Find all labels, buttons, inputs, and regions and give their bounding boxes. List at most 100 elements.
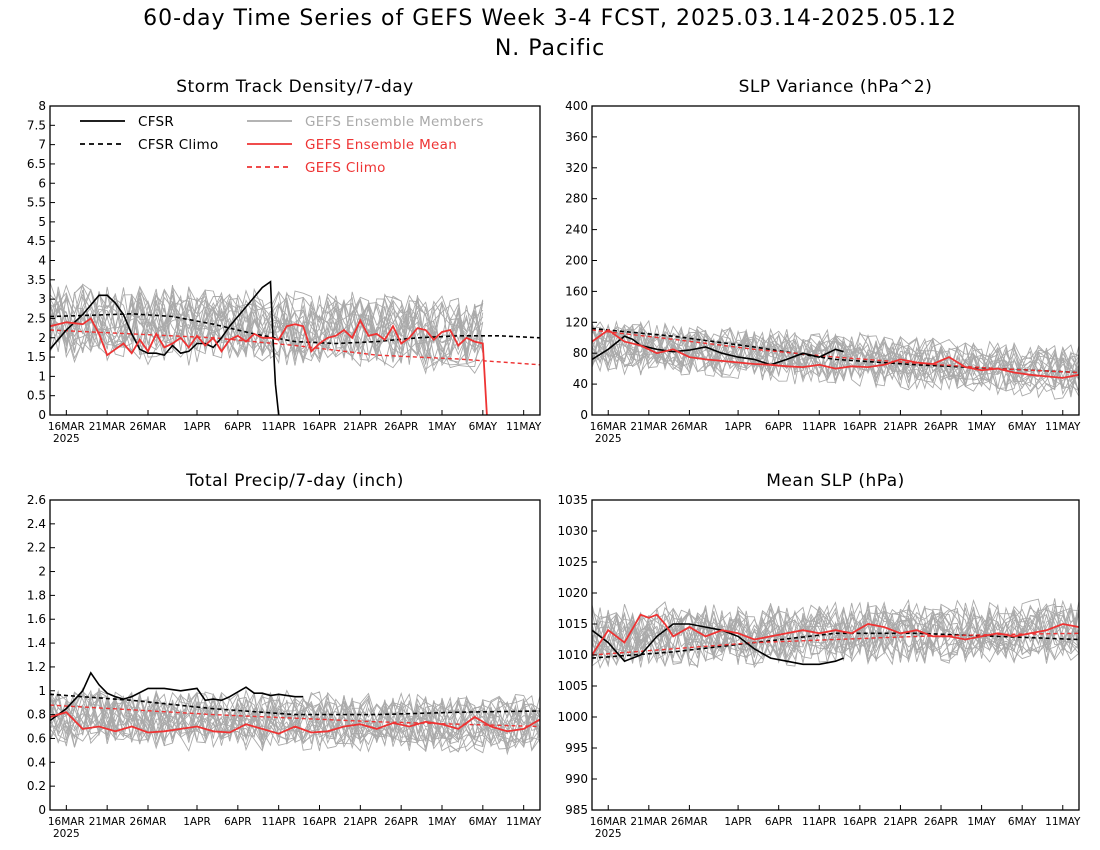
x-tick-label: 11APR [262, 421, 296, 433]
y-tick-label: 4.5 [27, 234, 46, 248]
y-tick-label: 280 [565, 192, 588, 206]
x-tick-label: 16APR [843, 421, 877, 433]
x-year-label: 2025 [53, 433, 80, 445]
ensemble-member-line [50, 288, 484, 361]
y-tick-label: 1.8 [27, 588, 46, 602]
ensemble-member-line [50, 698, 540, 756]
y-tick-label: 1035 [557, 493, 588, 507]
ensemble-member-line [50, 691, 540, 748]
ensemble-member-line [592, 328, 1079, 396]
x-tick-label: 11MAY [506, 421, 542, 433]
legend-members-label: GEFS Ensemble Members [305, 114, 484, 130]
legend: CFSR CFSR Climo GEFS Ensemble Members GEFS … [80, 114, 484, 176]
y-tick-label: 1.4 [27, 636, 46, 650]
x-tick-label: 1APR [724, 816, 752, 828]
series-line-gefs-ensemble-mean [50, 711, 540, 735]
x-year-label: 2025 [595, 828, 622, 840]
y-tick-label: 0.2 [27, 779, 46, 793]
y-tick-label: 2.5 [27, 311, 46, 325]
x-tick-label: 16MAR [590, 816, 627, 828]
chart-panel-3: Total Precip/7-day (inch)00.20.40.60.811… [27, 471, 542, 840]
y-tick-label: 160 [565, 284, 588, 298]
y-tick-label: 320 [565, 161, 588, 175]
y-tick-label: 990 [565, 772, 588, 786]
y-tick-label: 7.5 [27, 118, 46, 132]
ensemble-member-line [592, 330, 1079, 400]
x-tick-label: 16APR [302, 816, 336, 828]
ensemble-member-line [50, 285, 484, 365]
x-tick-label: 21MAR [630, 421, 667, 433]
ensemble-member-line [50, 691, 540, 748]
x-tick-label: 21APR [883, 421, 917, 433]
x-tick-label: 6APR [224, 816, 252, 828]
ensemble-member-line [50, 690, 540, 748]
series-line-cfsr [50, 671, 304, 722]
ensemble-member-line [592, 331, 1079, 395]
x-tick-label: 11MAY [1045, 421, 1081, 433]
y-tick-label: 1.6 [27, 612, 46, 626]
series-line-gefs-climo [592, 632, 1079, 656]
y-tick-label: 6 [38, 176, 46, 190]
x-tick-label: 16MAR [48, 816, 85, 828]
ensemble-member-line [50, 690, 540, 747]
legend-cfsr-climo-label: CFSR Climo [138, 137, 219, 153]
ensemble-member-line [592, 607, 1079, 668]
y-tick-label: 1 [38, 369, 46, 383]
x-tick-label: 6MAY [1008, 421, 1037, 433]
y-tick-label: 1005 [557, 679, 588, 693]
x-tick-label: 26MAR [671, 421, 708, 433]
series-line-gefs-climo [50, 329, 540, 366]
series-line-cfsr [50, 280, 280, 415]
x-tick-label: 16APR [302, 421, 336, 433]
y-tick-label: 3 [38, 292, 46, 306]
legend-cfsr-label: CFSR [138, 114, 174, 130]
ensemble-member-line [592, 602, 1079, 663]
ensemble-member-line [50, 697, 540, 754]
ensemble-member-line [50, 286, 484, 363]
x-tick-label: 11APR [262, 816, 296, 828]
series-line-gefs-ensemble-mean [50, 317, 488, 415]
plot-area [592, 319, 1079, 400]
y-tick-label: 0 [38, 803, 46, 817]
y-tick-label: 80 [573, 346, 588, 360]
y-tick-label: 1030 [557, 524, 588, 538]
y-tick-label: 1.5 [27, 350, 46, 364]
ensemble-member-line [592, 598, 1079, 661]
x-tick-label: 26MAR [671, 816, 708, 828]
x-tick-label: 21APR [343, 421, 377, 433]
x-tick-label: 1APR [724, 421, 752, 433]
series-line-cfsr [592, 335, 844, 366]
x-tick-label: 6MAY [469, 816, 498, 828]
y-tick-label: 240 [565, 223, 588, 237]
series-line-cfsr-climo [592, 632, 1079, 659]
chart-panel-2: SLP Variance (hPa^2) 0 40 80 120 160 200 240 280… [565, 77, 1081, 445]
panel-title: Mean SLP (hPa) [766, 471, 905, 491]
figure-subtitle: N. Pacific [494, 36, 606, 61]
y-tick-label: 7 [38, 138, 46, 152]
x-tick-label: 1MAY [428, 421, 457, 433]
x-tick-label: 11APR [802, 816, 836, 828]
y-tick-label: 1.2 [27, 660, 46, 674]
panel-title: Storm Track Density/7-day [176, 77, 413, 97]
x-tick-label: 26MAR [130, 421, 167, 433]
chart-panel-4: Mean SLP (hPa) 985 990 995 1000 1005 1010 1015 1… [557, 471, 1080, 840]
x-tick-label: 26APR [924, 421, 958, 433]
y-tick-label: 1010 [557, 648, 588, 662]
y-tick-label: 1025 [557, 555, 588, 569]
ensemble-member-line [50, 687, 540, 741]
y-tick-label: 1015 [557, 617, 588, 631]
y-tick-label: 0.6 [27, 731, 46, 745]
y-tick-label: 2.2 [27, 541, 46, 555]
y-tick-label: 0.5 [27, 389, 46, 403]
y-tick-label: 1020 [557, 586, 588, 600]
ensemble-member-line [592, 604, 1079, 665]
y-tick-label: 40 [573, 377, 588, 391]
x-tick-label: 11MAY [506, 816, 542, 828]
panel-title: SLP Variance (hPa^2) [739, 77, 933, 97]
ensemble-member-line [592, 601, 1079, 655]
y-tick-label: 3.5 [27, 273, 46, 287]
x-tick-label: 16MAR [590, 421, 627, 433]
y-tick-label: 360 [565, 130, 588, 144]
x-tick-label: 21MAR [630, 816, 667, 828]
ensemble-member-line [50, 690, 540, 745]
